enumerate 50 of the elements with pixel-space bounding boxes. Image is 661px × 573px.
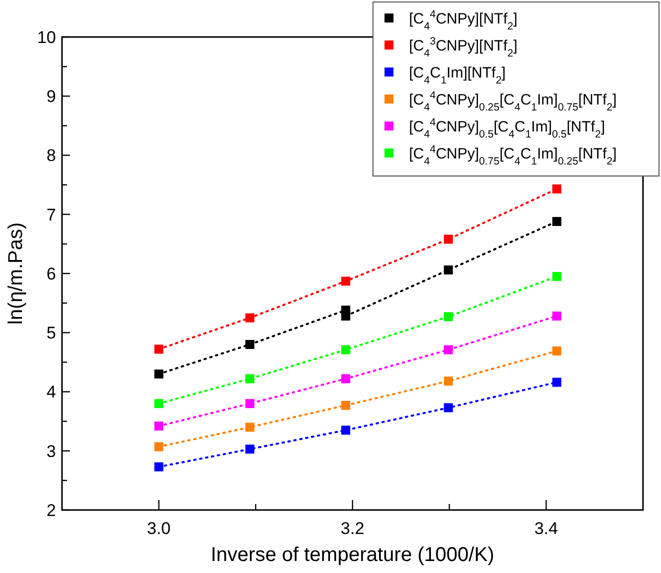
point: [154, 399, 164, 408]
text: [C$_{4}$$^{4}$CNPy]$_{0.25}$[C$_{4}$C$_{1}$Im]$_{0.75}$[NTf$_{2}$]: [409, 89, 617, 114]
y-axis-title: ln(η/m.Pas): [5, 222, 27, 325]
point: [552, 378, 562, 387]
point: [341, 400, 350, 410]
y-tick-label: 4: [46, 382, 56, 402]
point: [245, 313, 254, 322]
point: [552, 184, 562, 194]
point: [154, 344, 164, 354]
point: [341, 276, 350, 286]
x-tick-label: 3.4: [534, 519, 558, 538]
point: [444, 345, 453, 354]
text: [C$_{4}$$^{4}$CNPy]$_{0.5}$[C$_{4}$C$_{1}$Im]$_{0.5}$[NTf$_{2}$]: [409, 116, 605, 140]
point: [245, 422, 254, 432]
legend-label: [C$_{4}$$^{3}$CNPy][NTf$_{2}$]: [409, 35, 518, 60]
point: [154, 462, 164, 472]
y-tick-label: 9: [46, 87, 56, 106]
y-tick-label: 5: [46, 324, 56, 343]
point: [444, 403, 453, 412]
point: [341, 345, 350, 354]
point: [245, 374, 254, 384]
point: [552, 216, 562, 226]
point: [154, 370, 164, 379]
legend-label: [C$_{4}$C$_{1}$Im][NTf$_{2}$]: [409, 64, 506, 86]
x-tick-label: 3.2: [340, 519, 364, 538]
y-tick-label: 2: [46, 500, 56, 520]
x-axis-title: Inverse of temperature (1000/K): [210, 544, 494, 566]
point: [245, 444, 254, 454]
y-tick-label: 8: [46, 146, 56, 166]
y-tick-label: 3: [46, 442, 56, 461]
point: [341, 426, 350, 435]
legend-label: [C$_{4}$$^{4}$CNPy][NTf$_{2}$]: [409, 8, 518, 32]
point: [444, 312, 453, 322]
y-tick-label: 7: [46, 205, 56, 224]
point: [552, 312, 562, 321]
point: [154, 442, 164, 452]
text: [C$_{4}$$^{4}$CNPy]$_{0.75}$[C$_{4}$C$_{1}$Im]$_{0.25}$[NTf$_{2}$]: [409, 143, 617, 168]
x-tick-label: 3.0: [147, 519, 171, 538]
y-tick-label: 6: [46, 264, 56, 284]
point: [444, 376, 453, 386]
point: [552, 272, 562, 281]
y-tick-label: 10: [37, 28, 56, 47]
point: [245, 399, 254, 408]
point: [154, 422, 164, 431]
point: [444, 265, 453, 274]
point: [341, 374, 350, 384]
point: [245, 340, 254, 349]
point: [552, 346, 562, 356]
point: [341, 312, 350, 321]
point: [444, 234, 453, 244]
